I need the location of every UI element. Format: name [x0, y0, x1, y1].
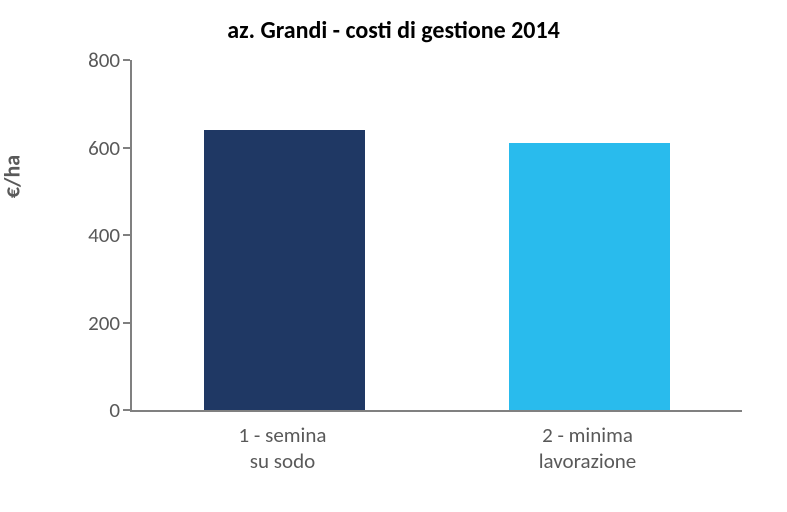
- chart-title: az. Grandi - costi di gestione 2014: [0, 16, 787, 45]
- plot-area: [130, 60, 742, 412]
- bar-chart: az. Grandi - costi di gestione 2014 €/ha…: [0, 0, 787, 512]
- y-tick-label: 800: [0, 47, 120, 73]
- x-tick-label: 2 - minima lavorazione: [435, 422, 740, 475]
- y-tick-mark: [123, 147, 130, 149]
- bar: [204, 130, 366, 410]
- x-tick-label: 1 - semina su sodo: [130, 422, 435, 475]
- bar: [509, 143, 671, 410]
- y-tick-mark: [123, 234, 130, 236]
- y-tick-mark: [123, 322, 130, 324]
- y-tick-label: 400: [0, 222, 120, 248]
- y-tick-label: 600: [0, 135, 120, 161]
- y-tick-label: 200: [0, 310, 120, 336]
- y-tick-label: 0: [0, 397, 120, 423]
- y-tick-mark: [123, 59, 130, 61]
- y-tick-mark: [123, 409, 130, 411]
